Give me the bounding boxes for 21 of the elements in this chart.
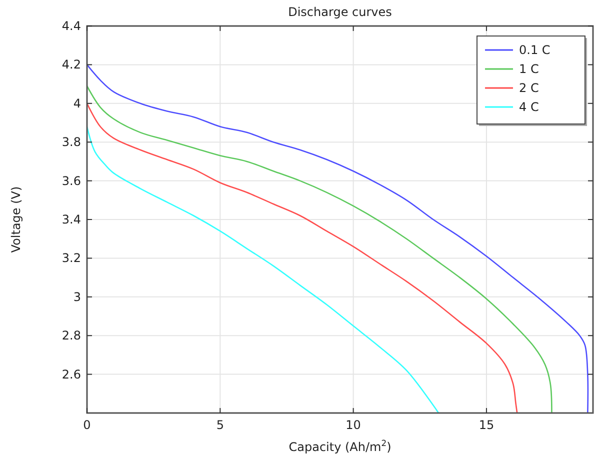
legend-label: 2 C (519, 81, 539, 95)
y-tick-label: 3.4 (62, 212, 81, 226)
y-tick-label: 3.2 (62, 251, 81, 266)
y-axis-title: Voltage (V) (9, 186, 23, 253)
y-tick-label: 2.6 (62, 367, 81, 382)
chart-title: Discharge curves (288, 5, 392, 19)
legend-label: 1 C (519, 62, 539, 76)
y-tick-label: 4 (73, 96, 81, 110)
y-tick-label: 4.4 (62, 19, 81, 33)
x-axis-title: Capacity (Ah/m$^{2}$) (288, 438, 392, 454)
y-tick-label: 3.8 (62, 135, 81, 150)
x-tick-label: 0 (83, 418, 91, 432)
x-tick-label: 15 (478, 418, 494, 432)
x-tick-label: 10 (346, 418, 361, 432)
y-tick-label: 2.8 (62, 328, 81, 343)
x-tick-label: 5 (216, 418, 224, 432)
y-tick-label: 3.6 (62, 174, 81, 188)
legend-label: 0.1 C (519, 43, 550, 57)
y-tick-label: 4.2 (62, 58, 81, 72)
y-tick-label: 3 (73, 290, 81, 304)
legend-label: 4 C (519, 100, 539, 114)
